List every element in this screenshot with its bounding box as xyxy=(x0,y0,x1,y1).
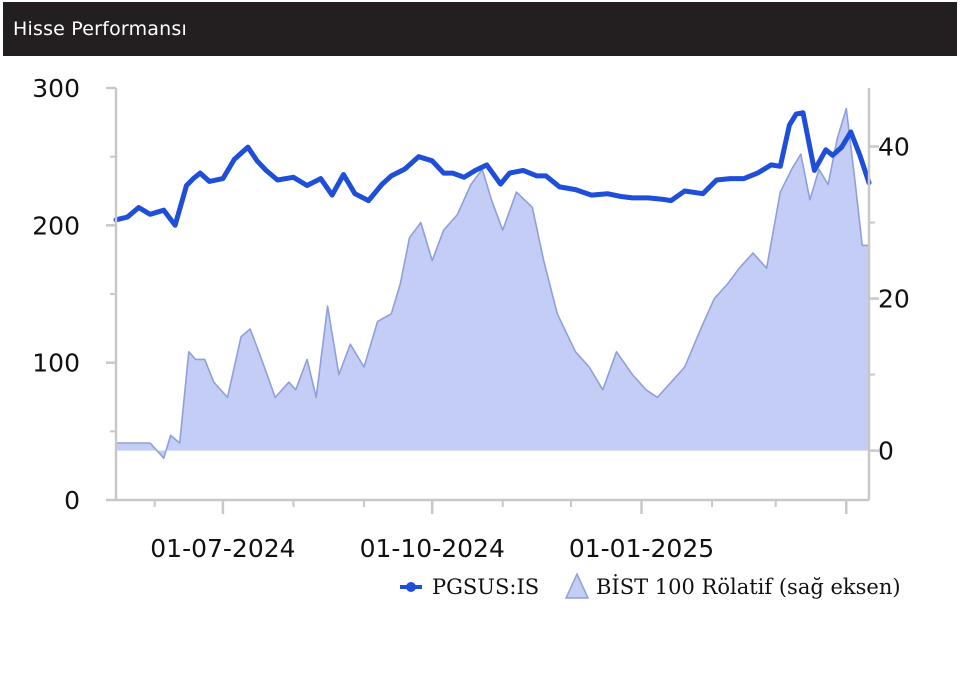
panel-title: Hisse Performansı xyxy=(13,18,187,40)
price-line-series xyxy=(113,110,872,228)
tick-labels: 0 100 200 300 0 20 40 01-07-2024 01-10-2024 01-01… xyxy=(32,74,910,563)
legend-label-relative: BİST 100 Rölatif (sağ eksen) xyxy=(596,575,901,599)
legend: PGSUS:IS BİST 100 Rölatif (sağ eksen) xyxy=(400,572,901,599)
left-tick-label-100: 100 xyxy=(32,349,80,378)
relative-area-series xyxy=(116,107,869,459)
legend-price-marker xyxy=(406,582,416,592)
x-tick-label-01-07-2024: 01-07-2024 xyxy=(150,534,295,563)
right-tick-label-40: 40 xyxy=(878,133,910,162)
legend-label-price: PGSUS:IS xyxy=(432,575,539,599)
left-tick-label-200: 200 xyxy=(32,211,80,240)
right-tick-label-0: 0 xyxy=(878,437,894,466)
legend-relative-marker xyxy=(564,572,590,599)
price-line xyxy=(113,110,872,228)
right-tick-label-20: 20 xyxy=(878,285,910,314)
panel-header: Hisse Performansı xyxy=(3,2,957,56)
x-tick-label-01-10-2024: 01-10-2024 xyxy=(360,534,505,563)
x-tick-label-01-01-2025: 01-01-2025 xyxy=(569,534,714,563)
left-tick-label-300: 300 xyxy=(32,74,80,103)
relative-area-outline xyxy=(116,107,869,459)
relative-area-fill xyxy=(116,108,869,459)
chart-axes xyxy=(106,86,879,514)
left-tick-label-0: 0 xyxy=(64,486,80,515)
